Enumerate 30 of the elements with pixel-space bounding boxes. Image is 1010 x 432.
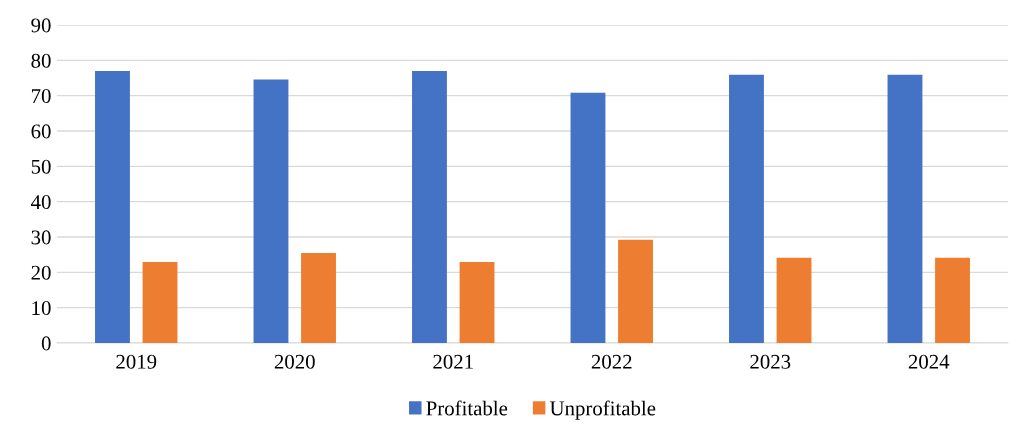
bar	[887, 74, 923, 343]
bar	[253, 79, 289, 343]
bar	[570, 92, 606, 343]
x-tick-label: 2023	[750, 354, 791, 369]
legend-label: Unprofitable	[549, 400, 656, 420]
bar	[142, 262, 178, 343]
x-tick-label: 2021	[433, 354, 473, 369]
y-tick-label: 90	[31, 18, 51, 33]
x-tick-label: 2022	[591, 354, 632, 369]
bar	[729, 74, 764, 343]
bar	[412, 70, 447, 343]
y-tick-label: 60	[31, 124, 51, 139]
bar	[95, 70, 130, 343]
bar	[301, 252, 336, 343]
y-tick-label: 80	[31, 53, 51, 68]
bar	[776, 257, 812, 343]
bar	[618, 239, 653, 343]
x-tick-label: 2019	[116, 354, 157, 369]
legend-label: Profitable	[426, 400, 508, 416]
y-tick-label: 10	[32, 301, 51, 316]
bar	[935, 257, 970, 343]
y-tick-label: 0	[41, 336, 51, 351]
y-tick-label: 40	[31, 195, 51, 210]
y-tick-label: 20	[31, 265, 51, 280]
y-tick-label: 70	[31, 89, 51, 104]
y-tick-label: 30	[31, 230, 51, 245]
y-tick-label: 50	[31, 159, 51, 174]
x-tick-label: 2020	[274, 354, 315, 369]
bar	[459, 262, 495, 343]
x-tick-label: 2024	[908, 354, 950, 369]
